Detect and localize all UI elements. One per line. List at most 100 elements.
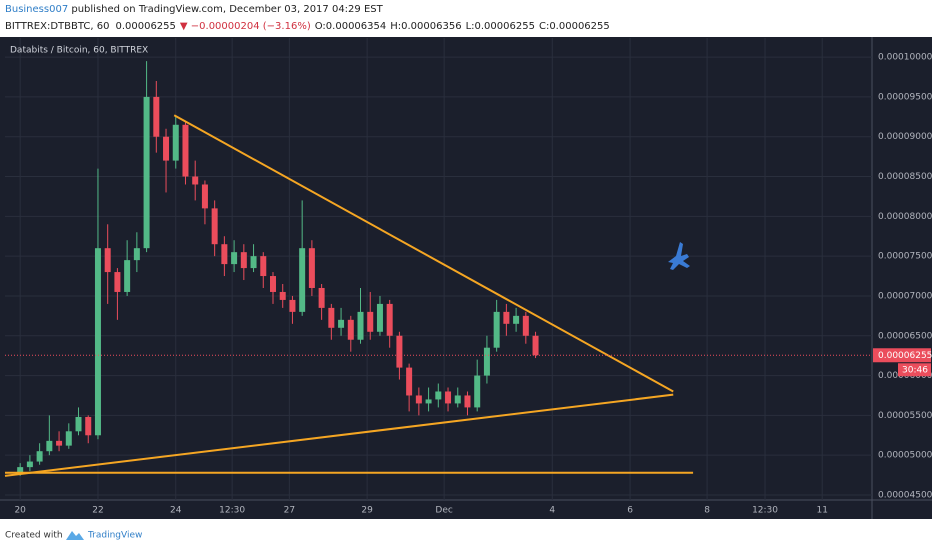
candle-body <box>85 416 92 436</box>
symbol: BITTREX:DTBBTC, 60 <box>5 21 109 32</box>
x-tick-label: 22 <box>92 506 103 516</box>
plot: 0.00010000 0.00009500 0.00009000 0.00008500… <box>4 38 932 516</box>
candle-body <box>56 440 63 446</box>
l: L:0.00006255 <box>466 21 535 32</box>
candle-body <box>279 291 286 300</box>
candle-body <box>289 299 296 312</box>
header-line1: Business007 published on TradingView.com… <box>5 4 384 15</box>
author[interactable]: Business007 <box>5 4 68 15</box>
candle-body <box>493 311 500 348</box>
candle-body <box>124 260 131 292</box>
candle-body <box>104 248 111 273</box>
candle-body <box>46 440 53 452</box>
candle-body <box>94 248 101 436</box>
candle-body <box>36 451 43 462</box>
candle-body <box>376 303 383 332</box>
y-tick-label: 0.00005000 <box>878 451 932 461</box>
header-line2: BITTREX:DTBBTC, 60 0.00006255 ▼ −0.0000020… <box>5 21 610 32</box>
x-tick-label: 4 <box>549 506 555 516</box>
candle-body <box>464 395 471 408</box>
candle-body <box>192 176 199 185</box>
published: published on TradingView.com, December 0… <box>68 4 383 15</box>
candle-body <box>65 431 72 446</box>
candle-body <box>532 335 539 356</box>
trend-line <box>173 114 674 393</box>
candle-body <box>17 467 24 473</box>
x-tick-label: 27 <box>284 506 295 516</box>
candle-body <box>522 315 529 336</box>
candle-body <box>172 124 179 161</box>
countdown-label: 30:46 <box>902 365 928 375</box>
x-tick-label: 8 <box>704 506 710 516</box>
candle-body <box>299 248 306 312</box>
candle-body <box>240 252 247 269</box>
x-tick-label: 6 <box>627 506 633 516</box>
candle-body <box>143 96 150 249</box>
legend: Databits / Bitcoin, 60, BITTREX <box>10 46 148 56</box>
x-tick-label: 12:30 <box>752 506 778 516</box>
candle-body <box>153 96 160 137</box>
candle-body <box>26 461 33 468</box>
y-tick-label: 0.00009000 <box>878 132 932 142</box>
trend-line <box>4 393 674 477</box>
x-tick-label: 11 <box>816 506 827 516</box>
candle-body <box>483 347 490 376</box>
candle-body <box>318 287 325 308</box>
y-tick-label: 0.00008500 <box>878 172 932 182</box>
candle-body <box>445 391 452 404</box>
chart-panel <box>0 37 932 519</box>
y-tick-label: 0.00007000 <box>878 291 932 301</box>
candle-body <box>328 307 335 328</box>
candle-body <box>133 248 140 261</box>
x-tick-label: Dec <box>435 506 452 516</box>
candle-body <box>386 303 393 336</box>
candle-body <box>425 399 432 404</box>
candle-body <box>75 416 82 432</box>
x-tick-label: 12:30 <box>219 506 245 516</box>
candle-body <box>201 184 208 209</box>
change: ▼ −0.00000204 (−3.16%) <box>180 21 311 32</box>
y-tick-label: 0.00006500 <box>878 331 932 341</box>
last: 0.00006255 <box>115 21 175 32</box>
candle-body <box>269 276 276 292</box>
candle-body <box>114 272 121 292</box>
candle-body <box>367 311 374 332</box>
c: C:0.00006255 <box>539 21 610 32</box>
candle-body <box>474 375 481 408</box>
candle-body <box>435 391 442 400</box>
x-tick-label: 29 <box>361 506 373 516</box>
candle-body <box>221 244 228 265</box>
y-tick-label: 0.00010000 <box>878 53 932 63</box>
candle-body <box>338 319 345 328</box>
countdown-box <box>898 363 931 377</box>
candle-body <box>211 208 218 245</box>
candle-body <box>163 136 170 161</box>
candle-body <box>357 311 364 340</box>
candle-body <box>347 319 354 340</box>
candle-body <box>415 395 422 404</box>
candle-body <box>454 395 461 404</box>
y-tick-label: 0.00005500 <box>878 411 932 421</box>
h: H:0.00006356 <box>390 21 461 32</box>
y-tick-label: 0.00009500 <box>878 92 932 102</box>
tv-logo <box>66 531 84 540</box>
o: O:0.00006354 <box>315 21 387 32</box>
y-tick-label: 0.00008000 <box>878 212 932 222</box>
candle-body <box>513 315 520 324</box>
last-price-label: 0.00006255 <box>878 351 932 361</box>
candle-body <box>231 252 238 265</box>
x-tick-label: 20 <box>14 506 26 516</box>
candle-body <box>406 367 413 396</box>
y-tick-label: 0.00007500 <box>878 252 932 262</box>
candle-body <box>182 124 189 177</box>
y-tick-label: 0.00004500 <box>878 490 932 500</box>
last-price-box <box>873 348 931 363</box>
candle-body <box>396 335 403 368</box>
candle-body <box>308 248 315 288</box>
x-tick-label: 24 <box>170 506 182 516</box>
footer-brand[interactable]: TradingView <box>87 531 142 541</box>
candle-body <box>250 256 257 269</box>
footer-created: Created with <box>5 531 63 541</box>
plane-icon <box>668 242 690 270</box>
